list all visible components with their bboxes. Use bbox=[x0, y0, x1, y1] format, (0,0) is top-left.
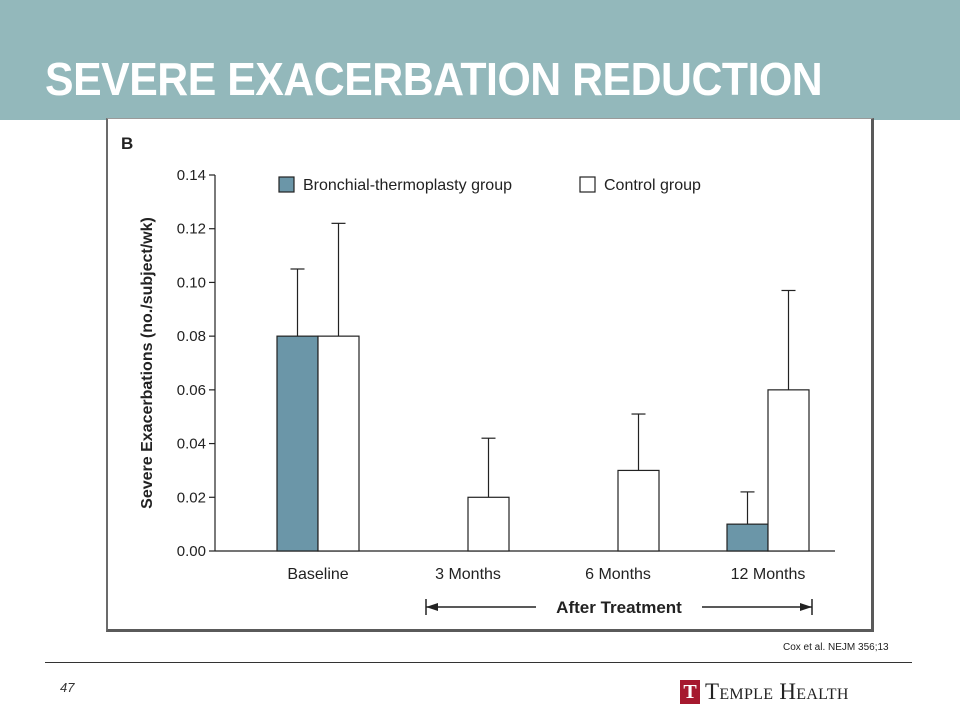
legend-swatch-bronchial bbox=[278, 176, 295, 193]
bar-control bbox=[467, 496, 510, 552]
legend-swatch-control bbox=[579, 176, 596, 193]
bracket-arrow-left bbox=[426, 603, 438, 611]
bar-bronchial bbox=[276, 335, 319, 552]
bracket-label: After Treatment bbox=[556, 598, 682, 617]
title-band bbox=[0, 0, 960, 120]
figure-frame: B 0.00 0.02 0.04 0.06 0.08 0.10 0.12 0.14 Severe … bbox=[106, 118, 874, 632]
bar-control bbox=[617, 469, 660, 552]
y-tick-label: 0.14 bbox=[177, 167, 206, 184]
citation: Cox et al. NEJM 356;13 bbox=[783, 642, 889, 653]
y-tick-label: 0.10 bbox=[177, 274, 206, 291]
x-tick-label: 6 Months bbox=[585, 566, 651, 583]
y-tick-label: 0.00 bbox=[177, 543, 206, 560]
y-tick-label: 0.12 bbox=[177, 221, 206, 238]
y-tick-label: 0.04 bbox=[177, 436, 206, 453]
bar-control bbox=[767, 389, 810, 552]
temple-logo-icon: T bbox=[680, 680, 700, 704]
x-tick-label: 3 Months bbox=[435, 566, 501, 583]
logo-text: Temple Health bbox=[705, 679, 849, 704]
bar-bronchial bbox=[726, 523, 769, 552]
slide-title: SEVERE EXACERBATION REDUCTION bbox=[45, 53, 823, 105]
page-number: 47 bbox=[60, 680, 75, 695]
panel-label: B bbox=[121, 134, 133, 153]
footer-rule bbox=[45, 662, 912, 663]
bar-chart: B 0.00 0.02 0.04 0.06 0.08 0.10 0.12 0.14 Severe … bbox=[121, 134, 835, 617]
x-tick-label: Baseline bbox=[287, 566, 348, 583]
y-tick-label: 0.06 bbox=[177, 382, 206, 399]
y-tick-label: 0.02 bbox=[177, 489, 206, 506]
y-tick-label: 0.08 bbox=[177, 328, 206, 345]
y-axis-label: Severe Exacerbations (no./subject/wk) bbox=[139, 217, 156, 509]
bar-control bbox=[317, 335, 360, 552]
legend-label-control: Control group bbox=[604, 177, 701, 194]
legend-label-bronchial: Bronchial-thermoplasty group bbox=[303, 177, 512, 194]
bracket-arrow-right bbox=[800, 603, 812, 611]
x-tick-label: 12 Months bbox=[731, 566, 806, 583]
